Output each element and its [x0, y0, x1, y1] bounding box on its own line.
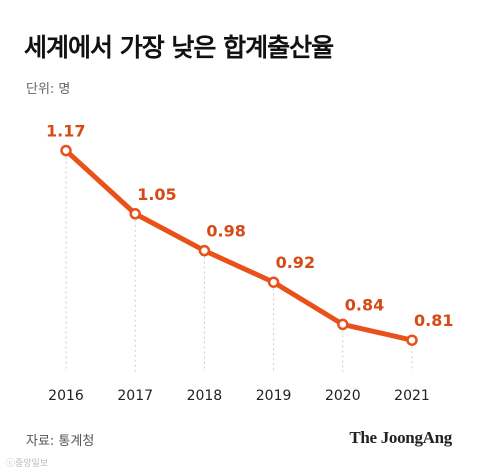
brand-logo: The JoongAng — [349, 428, 452, 447]
x-tick-2021: 2021 — [394, 388, 430, 404]
data-point-2018 — [198, 244, 211, 257]
data-point-2020 — [337, 318, 349, 331]
data-label-2018: 0.98 — [206, 222, 245, 241]
series-line-path — [63, 148, 415, 343]
data-point-2019 — [267, 276, 280, 288]
data-point-2021 — [406, 334, 418, 346]
source-label: 자료: 통계청 — [26, 434, 95, 449]
x-tick-2018: 2018 — [187, 388, 223, 404]
chart-title: 세계에서 가장 낮은 합계출산율 — [24, 33, 334, 62]
data-label-2017: 1.05 — [137, 185, 176, 204]
x-axis-ticks: 2016 2017 2018 2019 2020 2021 — [48, 388, 430, 404]
unit-label: 단위: 명 — [26, 82, 71, 97]
data-label-2021: 0.81 — [414, 311, 453, 330]
x-tick-2020: 2020 — [325, 388, 361, 404]
x-tick-2019: 2019 — [256, 388, 292, 404]
data-point-2016 — [60, 144, 72, 157]
x-tick-2017: 2017 — [117, 388, 153, 404]
data-label-2019: 0.92 — [276, 253, 315, 272]
data-points — [60, 144, 418, 346]
watermark: ⓒ중앙일보 — [6, 459, 49, 469]
gridlines — [65, 156, 413, 372]
x-tick-2016: 2016 — [48, 388, 84, 404]
data-label-2020: 0.84 — [345, 295, 384, 314]
data-label-2016: 1.17 — [46, 122, 85, 141]
data-point-2017 — [129, 208, 141, 220]
data-labels: 1.17 1.05 0.98 0.92 0.84 0.81 — [46, 122, 453, 331]
series-line — [63, 148, 415, 343]
